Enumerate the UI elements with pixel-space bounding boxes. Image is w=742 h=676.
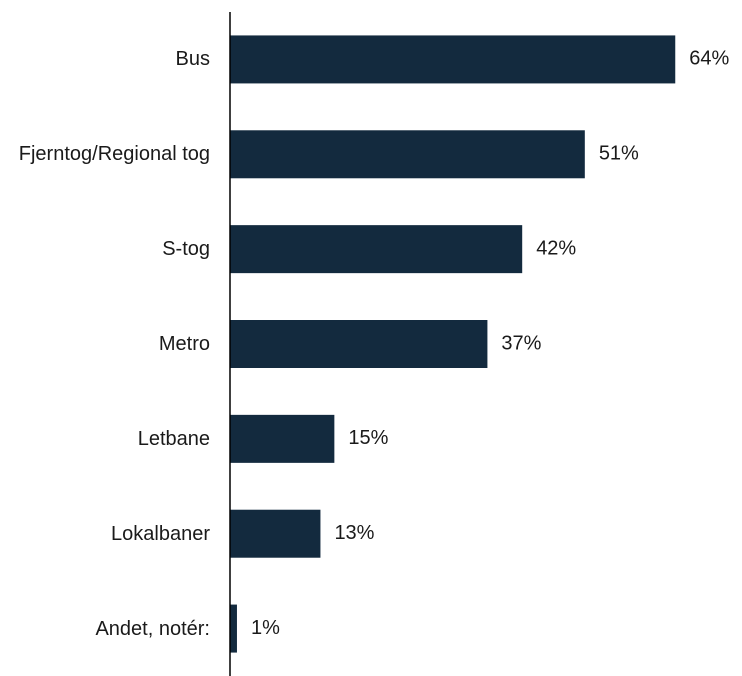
- category-label: Metro: [158, 333, 210, 355]
- value-label: 1%: [251, 617, 280, 639]
- category-label: Bus: [175, 48, 210, 71]
- category-label: Andet, notér:: [95, 617, 210, 640]
- value-label: 42%: [536, 237, 576, 259]
- category-label: Fjerntog/Regional tog: [18, 143, 210, 166]
- bar: [230, 225, 523, 274]
- category-label: S-tog: [162, 238, 210, 261]
- bar: [230, 320, 488, 368]
- value-label: 64%: [689, 48, 729, 70]
- bar: [230, 604, 237, 653]
- value-label: 13%: [334, 522, 374, 544]
- value-label: 51%: [599, 143, 639, 165]
- bar: [230, 130, 585, 179]
- category-label: Letbane: [137, 427, 210, 450]
- bar: [230, 35, 676, 84]
- value-label: 37%: [501, 332, 541, 354]
- bar: [230, 509, 321, 558]
- category-label: Lokalbaner: [111, 522, 210, 545]
- bar: [230, 414, 335, 463]
- value-label: 15%: [348, 427, 388, 449]
